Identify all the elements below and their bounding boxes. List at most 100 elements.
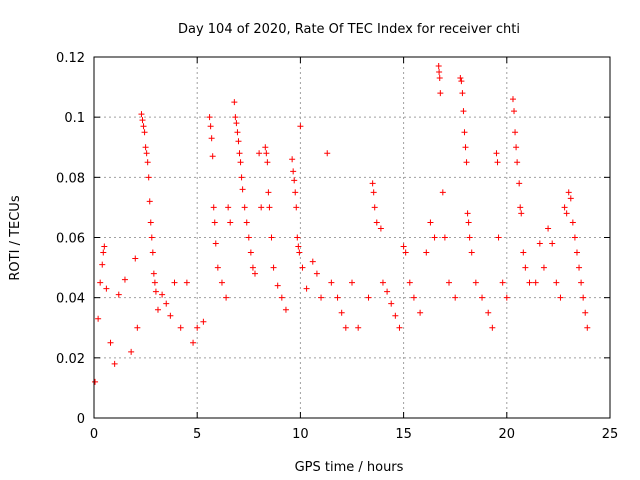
data-point bbox=[379, 279, 386, 286]
data-point bbox=[212, 240, 219, 247]
y-axis-label: ROTI / TECUs bbox=[8, 195, 23, 280]
data-point bbox=[115, 291, 122, 298]
data-point bbox=[291, 177, 298, 184]
data-point bbox=[256, 150, 263, 157]
data-point bbox=[494, 159, 501, 166]
data-point bbox=[463, 159, 470, 166]
data-point bbox=[92, 378, 99, 385]
data-point bbox=[561, 204, 568, 211]
x-axis-label: GPS time / hours bbox=[295, 460, 404, 475]
data-point bbox=[489, 324, 496, 331]
data-point bbox=[207, 123, 214, 130]
data-point bbox=[514, 159, 521, 166]
data-point bbox=[328, 279, 335, 286]
data-point bbox=[262, 144, 269, 151]
data-point bbox=[154, 306, 161, 313]
data-point bbox=[234, 129, 241, 136]
data-point bbox=[462, 144, 469, 151]
data-point bbox=[232, 114, 239, 121]
data-point bbox=[400, 243, 407, 250]
data-point bbox=[557, 294, 564, 301]
data-point bbox=[446, 279, 453, 286]
y-tick-label: 0.02 bbox=[56, 352, 85, 367]
data-point bbox=[243, 219, 250, 226]
data-point bbox=[584, 324, 591, 331]
data-point bbox=[512, 129, 519, 136]
data-point bbox=[436, 69, 443, 76]
data-point bbox=[437, 90, 444, 97]
data-point bbox=[468, 249, 475, 256]
data-point bbox=[132, 255, 139, 262]
data-point bbox=[297, 123, 304, 130]
data-point bbox=[290, 168, 297, 175]
data-point bbox=[342, 324, 349, 331]
data-point bbox=[225, 204, 232, 211]
data-point bbox=[499, 279, 506, 286]
data-point bbox=[520, 249, 527, 256]
data-point bbox=[503, 294, 510, 301]
data-point bbox=[218, 279, 225, 286]
data-point bbox=[278, 294, 285, 301]
data-point bbox=[152, 288, 159, 295]
data-point bbox=[138, 111, 145, 118]
data-point bbox=[146, 198, 153, 205]
data-point bbox=[268, 234, 275, 241]
data-point bbox=[511, 108, 518, 115]
data-point bbox=[274, 282, 281, 289]
data-point bbox=[516, 180, 523, 187]
data-point bbox=[236, 150, 243, 157]
data-point bbox=[107, 339, 114, 346]
data-point bbox=[334, 294, 341, 301]
data-point bbox=[459, 90, 466, 97]
data-point bbox=[223, 294, 230, 301]
data-point bbox=[295, 243, 302, 250]
data-point bbox=[167, 312, 174, 319]
data-point bbox=[263, 150, 270, 157]
data-point bbox=[441, 234, 448, 241]
data-point bbox=[239, 186, 246, 193]
x-tick-label: 25 bbox=[602, 427, 619, 442]
data-point bbox=[149, 249, 156, 256]
x-tick-label: 5 bbox=[193, 427, 201, 442]
data-point bbox=[140, 123, 147, 130]
data-point bbox=[214, 264, 221, 271]
chart-title: Day 104 of 2020, Rate Of TEC Index for r… bbox=[178, 22, 520, 37]
data-point bbox=[513, 144, 520, 151]
data-point bbox=[303, 285, 310, 292]
data-point bbox=[147, 219, 154, 226]
data-point bbox=[396, 324, 403, 331]
data-point bbox=[563, 210, 570, 217]
x-tick-label: 0 bbox=[90, 427, 98, 442]
data-point bbox=[460, 108, 467, 115]
data-point bbox=[377, 225, 384, 232]
data-point bbox=[417, 309, 424, 316]
data-point bbox=[142, 144, 149, 151]
data-point bbox=[293, 204, 300, 211]
data-point bbox=[95, 315, 102, 322]
data-point bbox=[183, 279, 190, 286]
data-point bbox=[144, 159, 151, 166]
data-point bbox=[100, 249, 107, 256]
data-point bbox=[518, 210, 525, 217]
data-point bbox=[369, 180, 376, 187]
data-point bbox=[134, 324, 141, 331]
data-point bbox=[578, 279, 585, 286]
data-point bbox=[148, 234, 155, 241]
data-point bbox=[258, 204, 265, 211]
data-point bbox=[349, 279, 355, 286]
data-point bbox=[392, 312, 399, 319]
data-point bbox=[458, 78, 465, 85]
data-point bbox=[565, 189, 572, 196]
data-point bbox=[406, 279, 413, 286]
data-point bbox=[573, 249, 580, 256]
data-point bbox=[532, 279, 539, 286]
data-point bbox=[318, 294, 325, 301]
data-point bbox=[472, 279, 479, 286]
data-point bbox=[324, 150, 331, 157]
data-point bbox=[423, 249, 430, 256]
data-points bbox=[92, 63, 591, 385]
data-point bbox=[384, 288, 391, 295]
data-point bbox=[171, 279, 178, 286]
data-point bbox=[370, 189, 377, 196]
